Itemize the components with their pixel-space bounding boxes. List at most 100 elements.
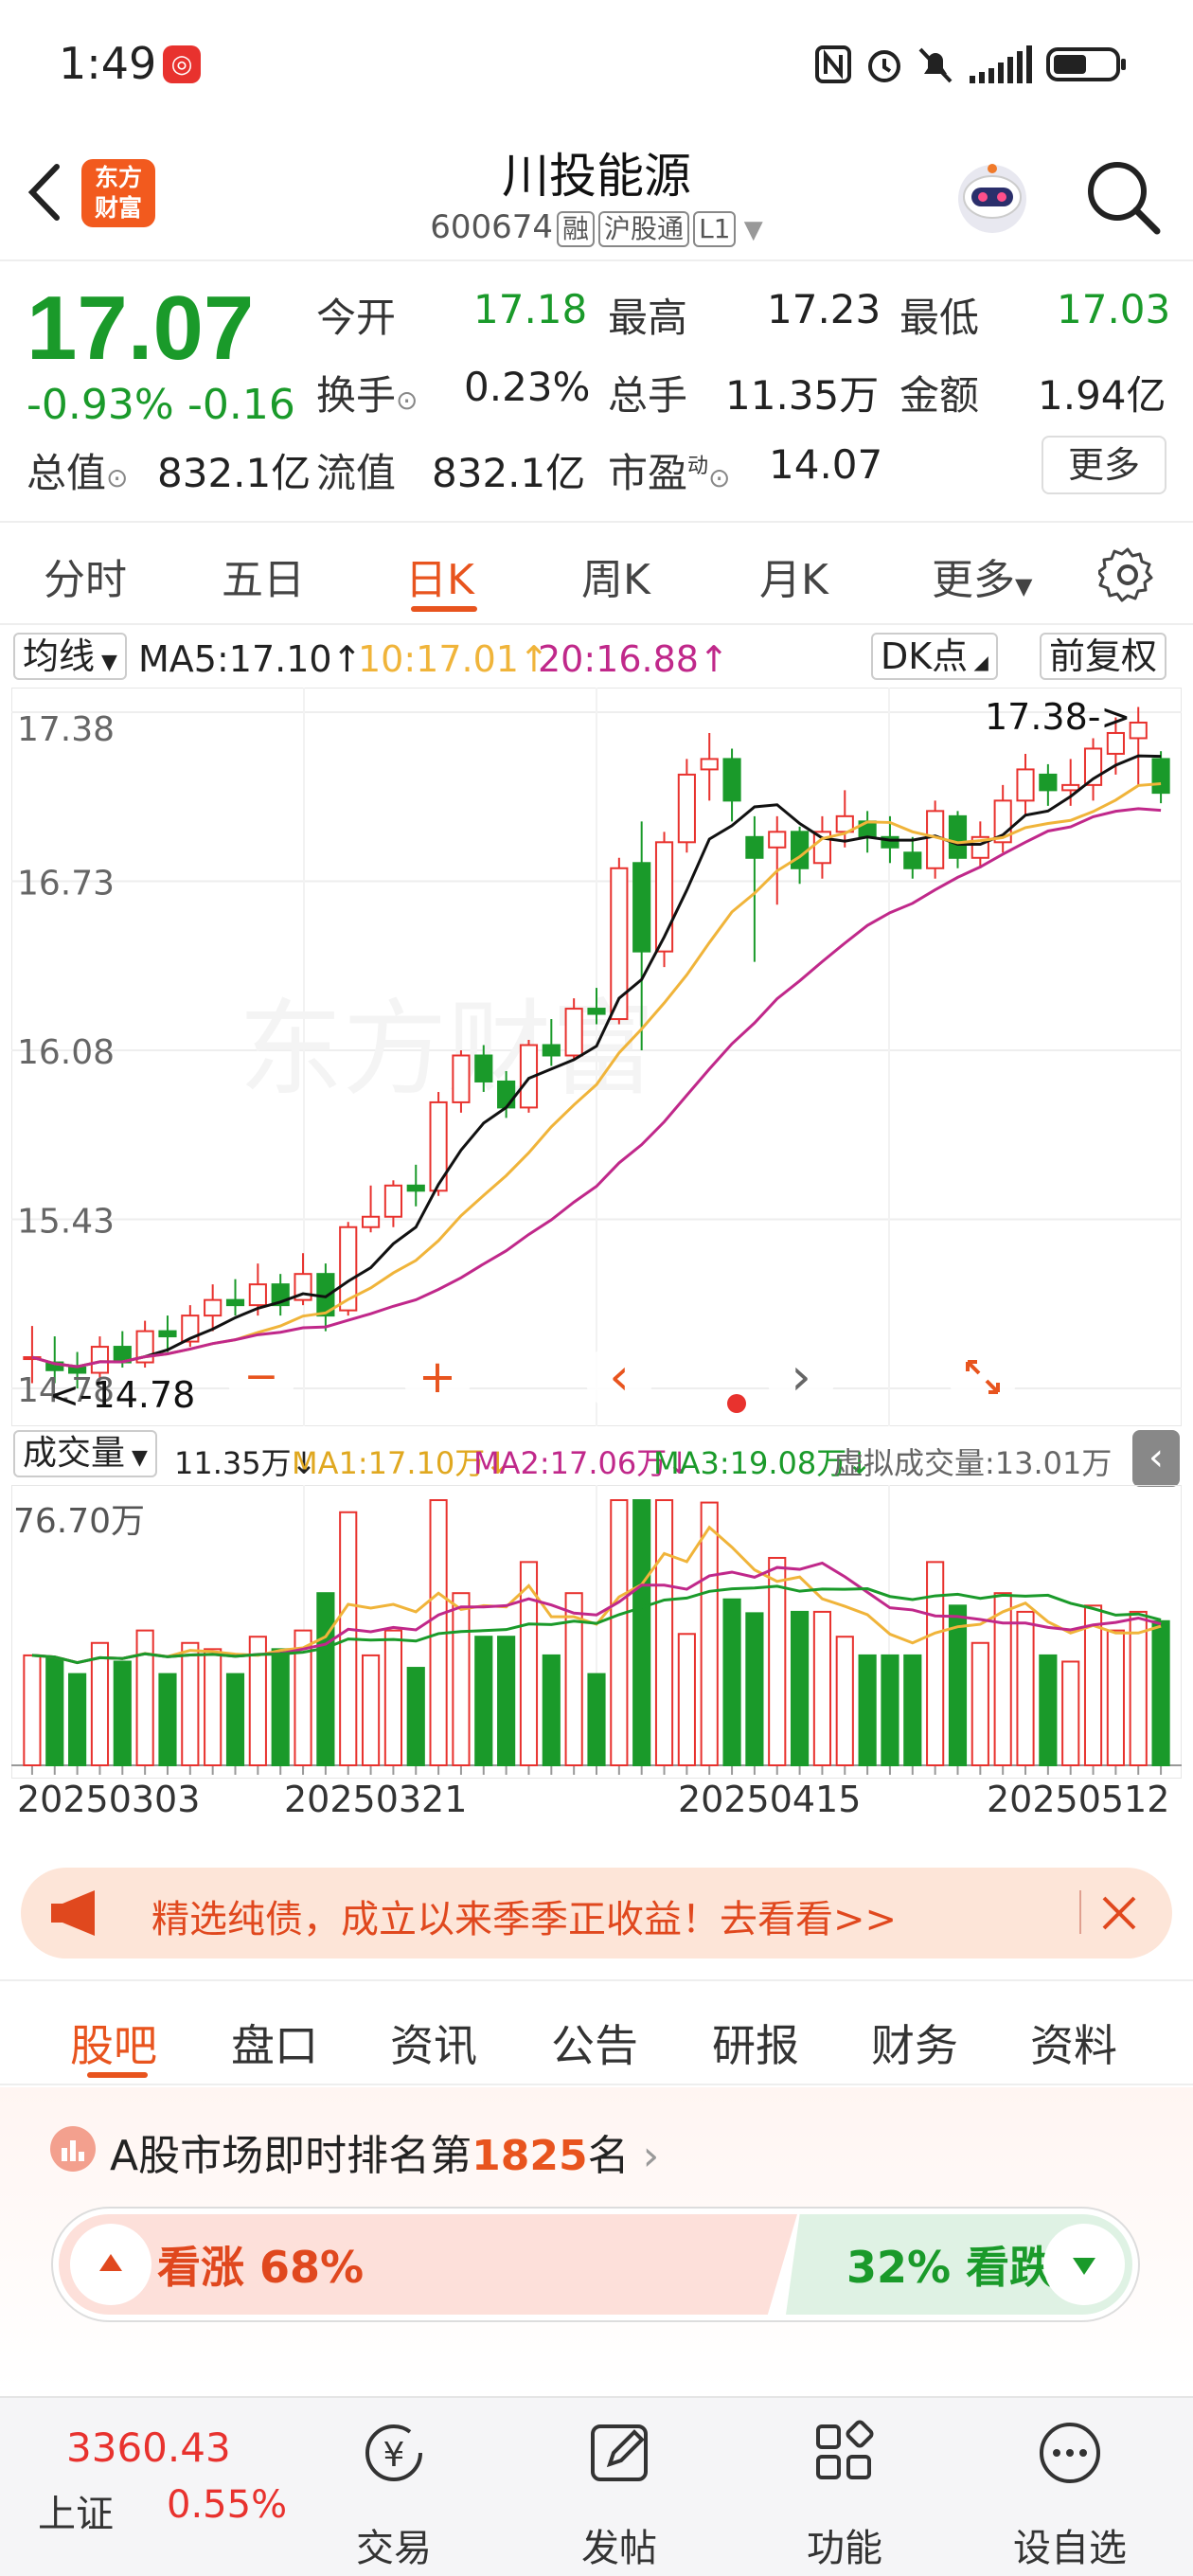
y-tick-label: 15.43	[17, 1203, 115, 1242]
y-axis-labels: 17.38 16.73 16.08 15.43 14.78	[17, 710, 115, 1410]
volume-bar	[903, 1654, 922, 1766]
gear-icon[interactable]	[1098, 546, 1157, 604]
zoom-in-button[interactable]: +	[403, 1343, 472, 1411]
vol-ma1-readout: MA1:17.10万↓	[292, 1445, 511, 1481]
vote-down-button[interactable]	[1043, 2224, 1125, 2305]
tag-margin: 融	[557, 210, 596, 247]
ma20-readout: 20:16.88↑	[538, 638, 729, 680]
y-tick-label: 16.73	[17, 865, 115, 903]
more-button[interactable]: 更多	[1042, 436, 1166, 494]
tab-five-day[interactable]: 五日	[222, 556, 305, 604]
date-axis: 20250303 20250321 20250415 20250512	[0, 1775, 1193, 1828]
ma-selector[interactable]: 均线 ▼	[13, 633, 127, 680]
collapse-panel-button[interactable]: ‹	[1132, 1430, 1180, 1487]
volume-bar	[316, 1592, 335, 1767]
tab-daily-k[interactable]: 日K	[405, 556, 474, 604]
turnover-label[interactable]: 换手⊙	[316, 372, 418, 419]
zoom-out-button[interactable]: −	[227, 1343, 295, 1411]
triangle-up-icon	[99, 2254, 122, 2271]
index-change: 0.55%	[167, 2483, 288, 2527]
divider	[1079, 1890, 1081, 1934]
volume-bar	[1061, 1660, 1080, 1766]
market-rank-text[interactable]: A股市场即时排名第1825名 ›	[110, 2132, 660, 2180]
candle	[654, 832, 674, 968]
float-cap-label: 流值	[316, 450, 397, 496]
index-name: 上证	[38, 2493, 114, 2536]
tab-profile[interactable]: 资料	[1030, 2020, 1117, 2071]
bearish-percent: 32% 看跌	[846, 2242, 1054, 2293]
date-tick: 20250303	[17, 1779, 201, 1820]
y-tick-label: 16.08	[17, 1033, 115, 1072]
virtual-volume-readout: 虚拟成交量:13.01万	[833, 1445, 1113, 1481]
nav-post[interactable]: 发帖	[534, 2413, 704, 2570]
volume-bar	[248, 1636, 267, 1766]
volume-bar	[1039, 1654, 1058, 1766]
candle	[90, 1336, 110, 1379]
candle	[1016, 753, 1035, 816]
megaphone-icon	[51, 1890, 95, 1936]
fullscreen-button[interactable]	[949, 1343, 1017, 1411]
tab-more[interactable]: 更多▼	[932, 556, 1033, 604]
current-dot	[727, 1394, 746, 1413]
back-arrow-icon[interactable]	[21, 159, 68, 225]
robot-assistant-icon[interactable]	[947, 152, 1038, 242]
tab-financials[interactable]: 财务	[871, 2020, 958, 2071]
watermark-logo: 东方财富	[239, 989, 655, 1110]
ranking-chart-icon	[50, 2126, 96, 2172]
stock-code-row[interactable]: 600674 融沪股通 L1 ▼	[0, 208, 1193, 247]
candle	[677, 759, 696, 853]
price-adjust-button[interactable]: 前复权	[1040, 633, 1167, 680]
volume-bar	[474, 1636, 493, 1766]
nav-functions[interactable]: 功能	[759, 2413, 930, 2570]
volume-chart: 76.70万	[11, 1485, 1182, 1779]
tab-order-book[interactable]: 盘口	[231, 2020, 318, 2071]
bullish-percent: 看涨 68%	[157, 2242, 365, 2293]
volume-bar	[181, 1641, 200, 1766]
volume-label: 总手	[608, 372, 688, 419]
tab-intraday[interactable]: 分时	[44, 556, 127, 604]
tab-monthly-k[interactable]: 月K	[759, 556, 828, 604]
volume-bar	[204, 1648, 223, 1766]
last-price: 17.07	[27, 277, 255, 379]
vol-ma3-line	[31, 1584, 1162, 1665]
promo-banner[interactable]: 精选纯债，成立以来季季正收益！去看看>>	[21, 1868, 1172, 1959]
index-ticker[interactable]: 3360.43 上证 0.55%	[0, 2398, 288, 2576]
amount-value: 1.94亿	[1038, 372, 1166, 419]
tab-forum[interactable]: 股吧	[70, 2020, 157, 2071]
vote-up-button[interactable]	[70, 2224, 151, 2305]
volume-bar	[90, 1641, 110, 1766]
close-icon[interactable]	[1098, 1892, 1140, 1934]
volume-selector[interactable]: 成交量 ▼	[13, 1430, 157, 1477]
search-icon[interactable]	[1079, 153, 1165, 239]
tab-announcements[interactable]: 公告	[551, 2020, 638, 2071]
dropdown-triangle-icon: ▼	[95, 651, 117, 674]
app-logo[interactable]: 东方 财富	[81, 159, 155, 227]
volume-bar	[564, 1592, 583, 1767]
scroll-right-button[interactable]: ›	[767, 1343, 835, 1411]
volume-bar	[677, 1633, 696, 1766]
scroll-left-button[interactable]: ‹	[585, 1343, 653, 1411]
promo-text: 精选纯债，成立以来季季正收益！去看看>>	[151, 1898, 898, 1941]
candlestick-chart[interactable]: 东方财富 17.38 16.73 16.08 15.43 14.78 17.38-> <…	[11, 688, 1182, 1426]
section-tabs: 股吧 盘口 资讯 公告 研报 财务 资料	[0, 1979, 1193, 2085]
nav-watchlist[interactable]: 设自选	[985, 2413, 1155, 2570]
volume-bar	[812, 1610, 832, 1766]
status-time: 1:49	[59, 38, 157, 89]
volume-bar	[745, 1612, 764, 1766]
pe-label[interactable]: 市盈动⊙	[608, 450, 731, 496]
candle	[294, 1253, 312, 1306]
nav-trade[interactable]: ¥ 交易	[309, 2413, 479, 2570]
dk-point-button[interactable]: DK点 ◢	[871, 633, 998, 680]
volume-indicator-bar: 成交量 ▼ 11.35万↓ MA1:17.10万↓ MA2:17.06万↓ MA…	[0, 1430, 1193, 1487]
candle	[361, 1185, 381, 1233]
tab-news[interactable]: 资讯	[390, 2020, 477, 2071]
tag-shanghai-connect: 沪股通	[598, 210, 690, 247]
vote-bullish-fill[interactable]	[59, 2214, 797, 2315]
market-cap-label[interactable]: 总值⊙	[27, 450, 129, 496]
tab-research[interactable]: 研报	[712, 2020, 799, 2071]
tab-weekly-k[interactable]: 周K	[581, 556, 650, 604]
volume-bar	[970, 1641, 989, 1766]
vol-ma2-readout: MA2:17.06万↓	[473, 1445, 693, 1481]
candle	[158, 1315, 177, 1352]
more-dots-icon	[1040, 2423, 1100, 2483]
